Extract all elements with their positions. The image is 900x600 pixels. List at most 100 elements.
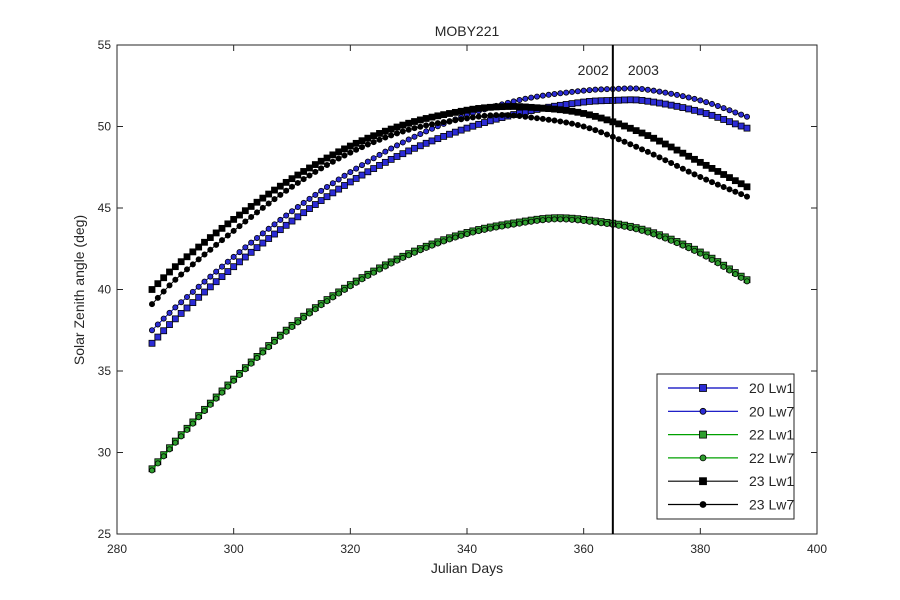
- data-point: [405, 126, 412, 133]
- data-point: [177, 309, 185, 317]
- data-point: [650, 87, 657, 94]
- data-point: [207, 246, 214, 253]
- data-point: [452, 234, 459, 241]
- data-point: [318, 165, 325, 172]
- data-point: [300, 314, 307, 321]
- data-point: [738, 111, 745, 118]
- data-point: [597, 114, 605, 122]
- data-point: [574, 88, 581, 95]
- data-point: [580, 123, 587, 130]
- data-point: [230, 263, 238, 271]
- data-point: [568, 100, 576, 108]
- data-point: [213, 241, 220, 248]
- x-tick-label: 400: [807, 542, 827, 556]
- data-point: [236, 211, 243, 219]
- data-point: [329, 158, 336, 165]
- data-point: [656, 88, 663, 95]
- data-point: [487, 225, 494, 232]
- data-point: [416, 142, 424, 150]
- data-point: [265, 344, 272, 351]
- data-point: [551, 216, 558, 223]
- data-point: [562, 101, 570, 108]
- data-point: [720, 263, 727, 270]
- data-point: [329, 180, 336, 187]
- data-point: [148, 467, 155, 474]
- data-point: [440, 111, 448, 119]
- data-point: [183, 304, 191, 312]
- data-point: [323, 154, 331, 162]
- data-point: [253, 234, 260, 241]
- data-point: [598, 129, 605, 136]
- data-point: [644, 97, 652, 105]
- data-point: [236, 223, 243, 230]
- data-point: [312, 306, 319, 313]
- data-point: [376, 162, 383, 169]
- data-point: [352, 139, 360, 147]
- data-point: [224, 232, 231, 239]
- data-point: [382, 134, 389, 141]
- data-point: [568, 107, 576, 115]
- data-point: [615, 96, 623, 104]
- data-point: [405, 147, 413, 155]
- data-point: [522, 95, 529, 102]
- data-point: [685, 105, 693, 113]
- data-point: [732, 271, 739, 278]
- data-point: [259, 239, 267, 247]
- data-point: [650, 151, 657, 158]
- legend-marker: [699, 407, 707, 415]
- data-point: [236, 249, 243, 256]
- data-point: [434, 135, 442, 143]
- data-point: [230, 216, 238, 223]
- data-point: [399, 150, 407, 158]
- data-point: [323, 298, 330, 305]
- data-point: [242, 366, 249, 373]
- data-point: [709, 179, 716, 186]
- data-point: [399, 128, 406, 135]
- data-point: [534, 93, 541, 100]
- data-point: [732, 109, 739, 116]
- data-point: [586, 125, 593, 132]
- data-point: [527, 103, 535, 111]
- data-point: [586, 218, 593, 225]
- year-label-left: 2002: [578, 62, 609, 78]
- data-point: [218, 224, 226, 232]
- data-point: [661, 100, 669, 108]
- data-point: [446, 110, 453, 117]
- data-point: [241, 253, 249, 261]
- data-point: [661, 140, 669, 148]
- data-point: [703, 253, 710, 260]
- data-point: [673, 146, 681, 154]
- data-point: [702, 110, 710, 117]
- data-point: [218, 389, 225, 396]
- data-point: [685, 94, 692, 101]
- data-point: [195, 243, 203, 251]
- data-point: [329, 294, 336, 301]
- data-point: [516, 220, 523, 227]
- data-point: [160, 453, 167, 460]
- y-tick-label: 35: [98, 364, 112, 378]
- data-point: [621, 96, 628, 104]
- data-point: [306, 164, 313, 172]
- data-point: [586, 98, 593, 105]
- data-point: [604, 86, 611, 93]
- data-point: [691, 155, 698, 163]
- data-point: [160, 288, 167, 295]
- data-point: [487, 112, 494, 119]
- data-point: [206, 283, 214, 291]
- data-point: [580, 218, 587, 225]
- data-point: [306, 310, 313, 317]
- data-point: [154, 321, 161, 328]
- data-point: [393, 123, 401, 131]
- data-point: [627, 224, 634, 231]
- data-point: [253, 244, 261, 252]
- data-point: [294, 204, 301, 211]
- data-point: [475, 120, 483, 128]
- data-point: [283, 187, 290, 194]
- data-point: [306, 205, 313, 212]
- data-point: [685, 152, 693, 160]
- data-point: [353, 146, 360, 153]
- data-point: [498, 223, 505, 230]
- data-point: [457, 126, 465, 134]
- data-point: [451, 108, 459, 116]
- data-point: [428, 121, 435, 128]
